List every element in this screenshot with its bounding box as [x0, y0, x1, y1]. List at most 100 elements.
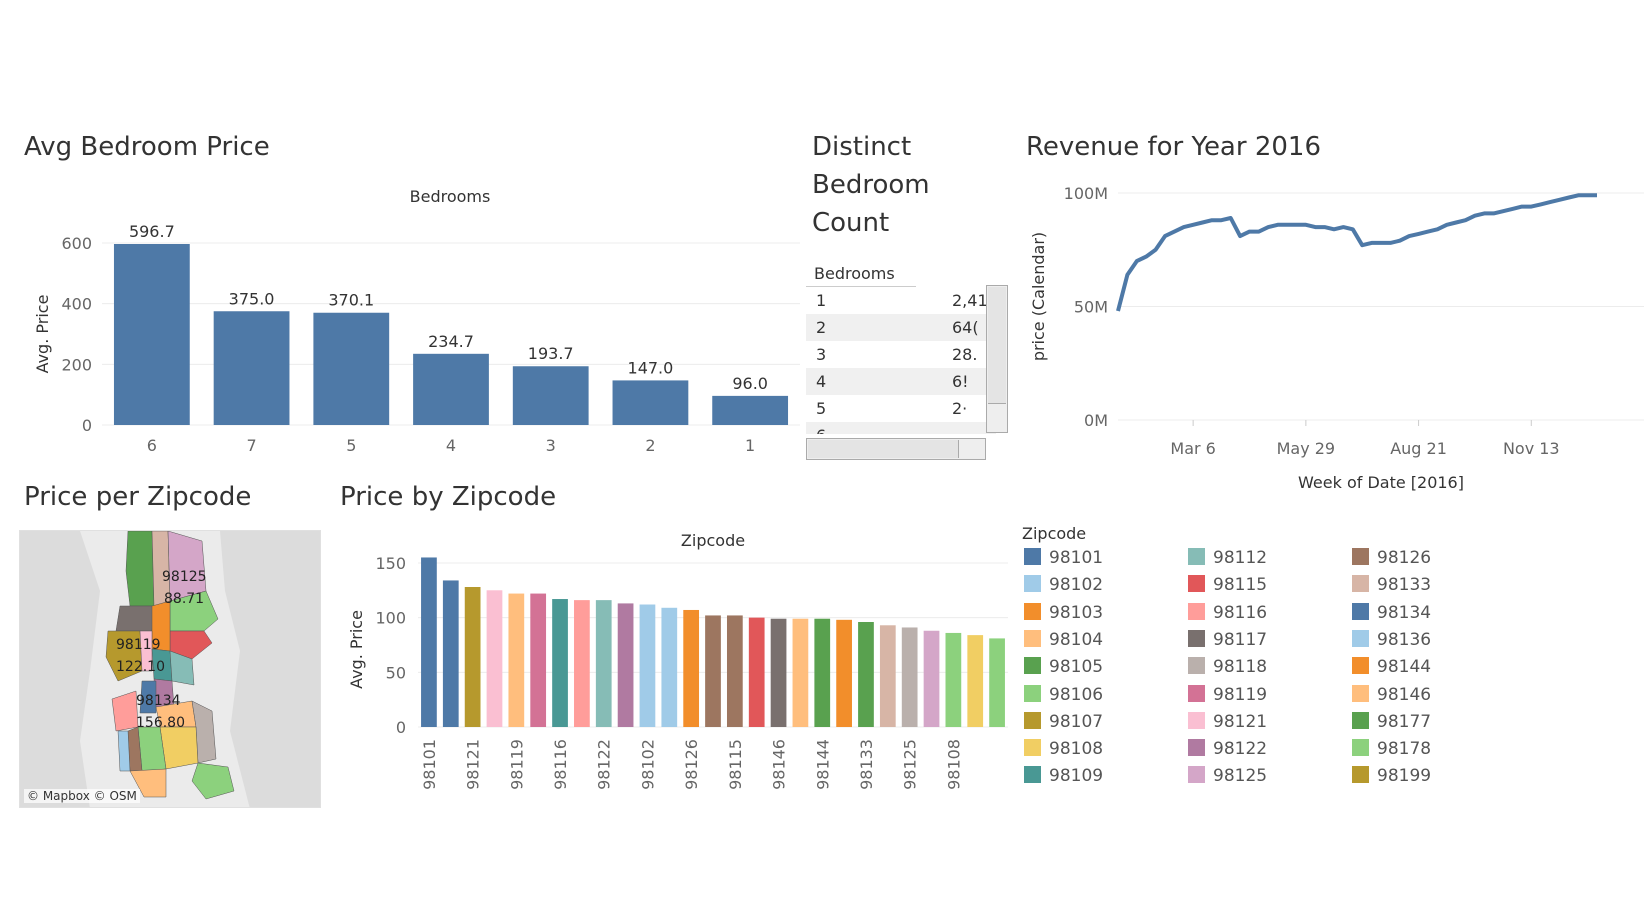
table-vertical-scrollbar[interactable]: [986, 285, 1008, 433]
table-row[interactable]: 5 2·: [806, 395, 996, 422]
zipcode-map[interactable]: 98125 88.71 98119 122.10 98134 156.80 © …: [19, 530, 321, 808]
bar-zipcode-98146[interactable]: [792, 618, 809, 727]
bar-zipcode-98117[interactable]: [770, 618, 787, 727]
bar-zipcode-98108[interactable]: [967, 635, 984, 727]
legend-item-98136[interactable]: 98136: [1352, 629, 1431, 654]
vertical-scroll-thumb[interactable]: [988, 287, 1006, 404]
bar-bedrooms-7[interactable]: [213, 311, 290, 425]
avg-bedroom-price-chart: Bedrooms Avg. Price 0 200 400 600 596.7 6 375.0 7…: [33, 187, 800, 455]
bar-zipcode-98121[interactable]: [486, 590, 503, 727]
bar-zipcode-98136[interactable]: [661, 607, 678, 727]
bar-zipcode-98101[interactable]: [421, 557, 437, 727]
table-row[interactable]: 4 6!: [806, 368, 996, 395]
bar-zipcode-98199[interactable]: [464, 587, 481, 727]
bar-zipcode-98133[interactable]: [879, 625, 896, 727]
y-tick-label: 600: [61, 234, 92, 253]
bar-zipcode-98134[interactable]: [442, 580, 459, 727]
x-tick-label: 98121: [464, 739, 483, 790]
land-left: [20, 531, 100, 807]
legend-item-98105[interactable]: 98105: [1024, 657, 1103, 681]
legend-item-98118[interactable]: 98118: [1188, 657, 1267, 681]
legend-item-98134[interactable]: 98134: [1352, 602, 1431, 627]
bar-bedrooms-6[interactable]: [113, 244, 190, 425]
table-row[interactable]: 3 28.: [806, 341, 996, 368]
bar-zipcode-98125[interactable]: [923, 630, 940, 727]
legend-item-98144[interactable]: 98144: [1352, 657, 1431, 681]
legend-item-98106[interactable]: 98106: [1024, 684, 1103, 709]
legend-item-98121[interactable]: 98121: [1188, 711, 1267, 736]
x-tick-label: 2: [645, 436, 655, 455]
bar-bedrooms-2[interactable]: [612, 380, 689, 425]
bar-zipcode-98112[interactable]: [595, 600, 612, 727]
legend-label: 98146: [1377, 684, 1432, 705]
bar-zipcode-98115[interactable]: [748, 617, 765, 727]
legend-item-98103[interactable]: 98103: [1024, 602, 1103, 627]
bar-zipcode-98126[interactable]: [726, 615, 743, 727]
legend-item-98199[interactable]: 98199: [1352, 766, 1431, 790]
bar-zipcode-98109[interactable]: [552, 599, 568, 727]
table-row[interactable]: 6·: [806, 422, 996, 434]
bar-zipcode-98126[interactable]: [705, 615, 721, 727]
bar-bedrooms-3[interactable]: [512, 366, 589, 425]
legend-item-98108[interactable]: 98108: [1024, 739, 1103, 763]
table-row[interactable]: 2 64(: [806, 314, 996, 341]
legend-item-98115[interactable]: 98115: [1188, 575, 1267, 599]
x-tick-label: 98125: [901, 739, 920, 790]
price-by-zipcode-title: Price by Zipcode: [340, 482, 557, 512]
legend-label: 98178: [1377, 739, 1432, 760]
bar-zipcode-98105[interactable]: [858, 622, 874, 727]
legend-item-98117[interactable]: 98117: [1188, 629, 1267, 654]
legend-item-98178[interactable]: 98178: [1352, 739, 1431, 763]
legend-item-98104[interactable]: 98104: [1024, 629, 1103, 654]
legend-item-98119[interactable]: 98119: [1188, 684, 1268, 709]
bar-zipcode-98122[interactable]: [617, 603, 634, 727]
bar-zipcode-98177[interactable]: [814, 618, 831, 727]
bar-zipcode-98106[interactable]: [989, 638, 1005, 727]
table-horizontal-scrollbar[interactable]: [806, 438, 986, 460]
legend-item-98146[interactable]: 98146: [1352, 684, 1432, 709]
bar-zipcode-98144[interactable]: [836, 619, 852, 727]
legend-item-98109[interactable]: 98109: [1024, 766, 1103, 790]
bar-zipcode-98102[interactable]: [639, 604, 656, 728]
legend-item-98126[interactable]: 98126: [1352, 548, 1431, 572]
y-tick-label: 100: [375, 609, 406, 628]
x-tick-label: 98102: [638, 739, 657, 790]
legend-item-98133[interactable]: 98133: [1352, 575, 1431, 599]
x-tick-label: Mar 6: [1170, 439, 1215, 458]
legend-item-98102[interactable]: 98102: [1024, 575, 1103, 599]
x-tick-label: 98122: [595, 739, 614, 790]
legend-swatch: [1352, 629, 1369, 647]
table-row[interactable]: 1 2,41: [806, 287, 996, 314]
legend-swatch: [1024, 629, 1041, 647]
map-attribution[interactable]: © Mapbox © OSM: [24, 789, 140, 803]
bar-zipcode-98178[interactable]: [945, 632, 962, 727]
y-tick-label: 0: [396, 718, 406, 737]
bar-bedrooms-5[interactable]: [313, 312, 390, 425]
legend-label: 98119: [1213, 684, 1268, 705]
legend-item-98116[interactable]: 98116: [1188, 602, 1267, 627]
row-count-value: 6!: [952, 372, 969, 391]
row-count-value: 2·: [952, 399, 968, 418]
land-masses: [20, 531, 320, 807]
legend-item-98125[interactable]: 98125: [1188, 766, 1267, 790]
legend-item-98177[interactable]: 98177: [1352, 711, 1431, 736]
legend-item-98107[interactable]: 98107: [1024, 711, 1103, 736]
bar-zipcode-98116[interactable]: [574, 600, 590, 727]
bar-bedrooms-4[interactable]: [413, 353, 489, 425]
x-tick-label: Nov 13: [1503, 439, 1560, 458]
bar-zipcode-98118[interactable]: [901, 627, 918, 727]
legend-item-98101[interactable]: 98101: [1024, 548, 1103, 572]
row-bedrooms-label: 2: [816, 318, 827, 337]
revenue-series-line[interactable]: [1116, 193, 1597, 312]
bar-bedrooms-1[interactable]: [712, 395, 789, 425]
region-north-green: [125, 531, 155, 607]
legend-item-98112[interactable]: 98112: [1188, 548, 1267, 572]
horizontal-scroll-thumb[interactable]: [808, 440, 959, 458]
bar-zipcode-98119[interactable]: [530, 593, 547, 727]
bar-zipcode-98103[interactable]: [683, 609, 700, 727]
x-tick-label: 98108: [944, 739, 963, 790]
land-right: [220, 531, 320, 807]
bar-zipcode-98104[interactable]: [508, 593, 525, 727]
legend-item-98122[interactable]: 98122: [1188, 739, 1267, 763]
x-tick-label: 98101: [420, 739, 439, 790]
